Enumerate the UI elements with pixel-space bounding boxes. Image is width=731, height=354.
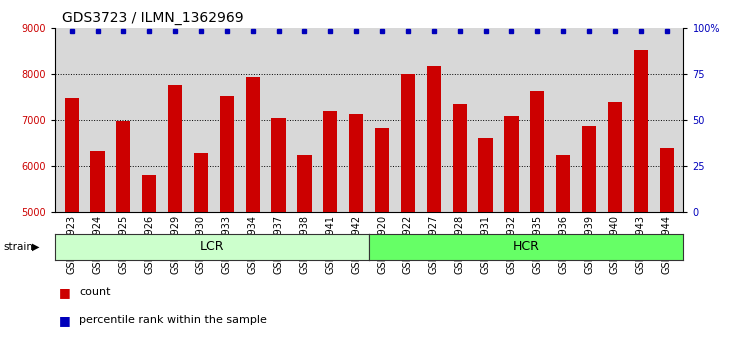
- Text: GDS3723 / ILMN_1362969: GDS3723 / ILMN_1362969: [62, 11, 243, 25]
- Bar: [271, 118, 286, 212]
- Text: percentile rank within the sample: percentile rank within the sample: [79, 315, 267, 325]
- Bar: [116, 121, 131, 212]
- Text: count: count: [79, 287, 110, 297]
- Text: ■: ■: [58, 286, 70, 298]
- Text: ▶: ▶: [32, 242, 39, 252]
- Bar: [556, 155, 570, 212]
- Text: ■: ■: [58, 314, 70, 327]
- Text: strain: strain: [4, 242, 34, 252]
- Bar: [427, 66, 441, 212]
- Bar: [323, 111, 338, 212]
- Bar: [349, 114, 363, 212]
- Text: LCR: LCR: [200, 240, 224, 253]
- Bar: [168, 85, 182, 212]
- Bar: [452, 104, 467, 212]
- Bar: [479, 138, 493, 212]
- Bar: [375, 128, 389, 212]
- Bar: [582, 126, 596, 212]
- Bar: [634, 50, 648, 212]
- Bar: [194, 153, 208, 212]
- Bar: [659, 148, 674, 212]
- Bar: [91, 151, 105, 212]
- Bar: [607, 102, 622, 212]
- Bar: [64, 98, 79, 212]
- Bar: [220, 96, 234, 212]
- Text: HCR: HCR: [513, 240, 539, 253]
- Bar: [246, 76, 260, 212]
- Bar: [530, 91, 545, 212]
- Bar: [401, 74, 415, 212]
- Bar: [142, 175, 156, 212]
- Bar: [504, 116, 518, 212]
- Bar: [298, 155, 311, 212]
